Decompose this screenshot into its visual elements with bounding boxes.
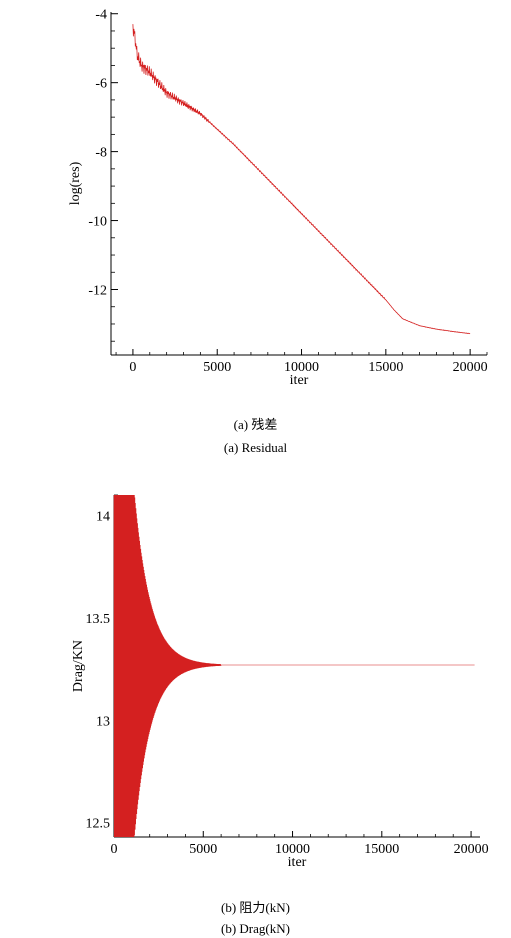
drag-y-tick-label: 13.5 <box>86 612 111 627</box>
caption-b-chinese: (b) 阻力(kN) <box>221 900 290 915</box>
residual-line <box>132 24 471 335</box>
residual-x-tick-label: 20000 <box>453 360 488 375</box>
drag-ticks: 0 5000 10000 15000 20000 14 13.5 13 12.5 <box>86 494 489 857</box>
drag-line <box>113 494 475 838</box>
drag-x-tick-label: 0 <box>111 842 118 857</box>
residual-x-tick-label: 15000 <box>368 360 403 375</box>
residual-y-tick-label: -12 <box>88 284 107 299</box>
residual-x-tick-label: 10000 <box>284 360 319 375</box>
drag-y-tick-label: 13 <box>96 714 110 729</box>
residual-x-tick-label: 5000 <box>203 360 231 375</box>
drag-x-tick-label: 10000 <box>275 842 310 857</box>
caption-a-english: (a) Residual <box>223 440 288 455</box>
residual-y-tick-label: -8 <box>95 146 107 161</box>
drag-chart: 0 5000 10000 15000 20000 14 13.5 13 12.5 iter Dr… <box>71 494 489 870</box>
drag-y-axis-label: Drag/KN <box>71 640 86 692</box>
residual-y-axis-label: log(res) <box>68 161 83 205</box>
drag-x-tick-label: 20000 <box>454 842 489 857</box>
caption-a-chinese: (a) 残差 <box>233 417 278 432</box>
residual-chart: 0 5000 10000 15000 20000 -4 -6 -8 -10 -12 iter lo… <box>68 8 488 388</box>
drag-x-tick-label: 15000 <box>364 842 399 857</box>
residual-axes <box>110 12 487 356</box>
residual-y-tick-label: -6 <box>95 77 107 92</box>
drag-x-axis-label: iter <box>288 855 307 870</box>
caption-b-english: (b) Drag(kN) <box>221 921 290 936</box>
residual-y-tick-label: -4 <box>95 8 107 23</box>
residual-ticks: 0 5000 10000 15000 20000 -4 -6 -8 -10 -12 <box>88 8 487 375</box>
residual-x-tick-label: 0 <box>129 360 136 375</box>
drag-y-tick-label: 12.5 <box>86 817 111 832</box>
drag-x-tick-label: 5000 <box>189 842 217 857</box>
residual-x-axis-label: iter <box>290 373 309 388</box>
residual-y-tick-label: -10 <box>88 215 107 230</box>
drag-y-tick-label: 14 <box>96 509 110 524</box>
